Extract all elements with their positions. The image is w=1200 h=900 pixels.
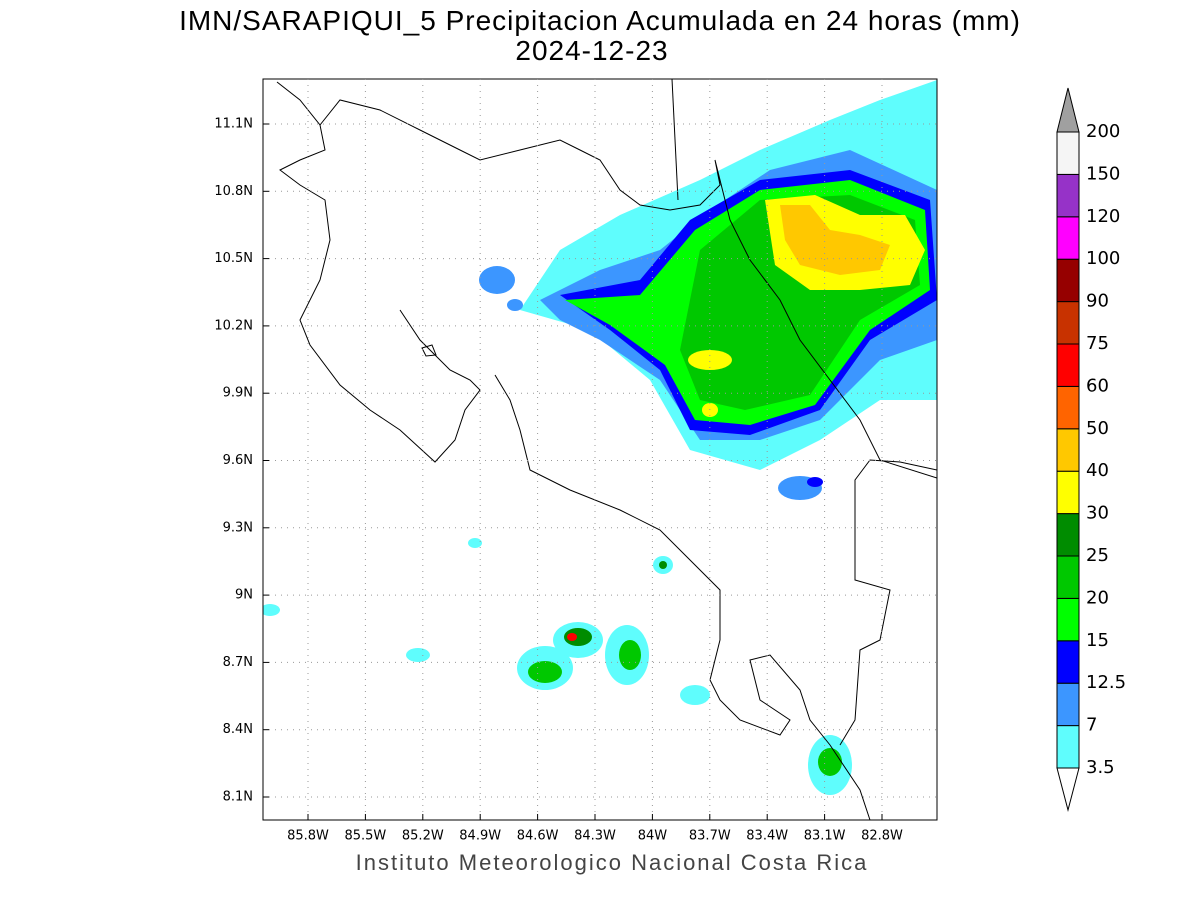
- lon-tick-label: 85.5W: [344, 829, 386, 844]
- lat-tick-label: 9.3N: [223, 520, 253, 535]
- lon-tick-label: 83.4W: [746, 829, 788, 844]
- colorbar-label: 25: [1086, 545, 1109, 566]
- colorbar-box: [1056, 640, 1080, 684]
- colorbar-box: [1056, 385, 1080, 430]
- colorbar-label: 90: [1086, 291, 1109, 312]
- lat-tick-label: 9N: [235, 588, 253, 603]
- colorbar-bottom-arrow: [1056, 767, 1080, 812]
- colorbar-label: 3.5: [1086, 757, 1115, 778]
- colorbar-top-arrow: [1056, 87, 1080, 133]
- colorbar-label: 20: [1086, 587, 1109, 608]
- colorbar-label: 50: [1086, 418, 1109, 439]
- colorbar-box: [1056, 513, 1080, 557]
- colorbar-label: 12.5: [1086, 672, 1126, 693]
- colorbar-box: [1056, 216, 1080, 260]
- lat-tick-label: 9.9N: [223, 386, 253, 401]
- lat-tick-label: 10.2N: [214, 318, 253, 333]
- colorbar-label: 120: [1086, 206, 1120, 227]
- colorbar-label: 30: [1086, 503, 1109, 524]
- colorbar-box: [1056, 597, 1080, 642]
- colorbar-label: 60: [1086, 375, 1109, 396]
- lat-tick-label: 8.7N: [223, 655, 253, 670]
- map-date: 2024-12-23: [515, 35, 668, 66]
- lon-tick-label: 85.8W: [287, 829, 329, 844]
- precip-field: [263, 80, 937, 795]
- lat-tick-label: 10.8N: [214, 184, 253, 199]
- lon-tick-label: 84.9W: [459, 829, 501, 844]
- colorbar-label: 100: [1086, 248, 1120, 269]
- colorbar-box: [1056, 258, 1080, 303]
- colorbar-box: [1056, 470, 1080, 515]
- colorbar-box: [1056, 173, 1080, 218]
- coastlines: [276, 79, 937, 820]
- lon-tick-label: 82.8W: [861, 829, 903, 844]
- lon-tick-label: 84.3W: [574, 829, 616, 844]
- colorbar-box: [1056, 428, 1080, 472]
- map-area: 11.1N 10.8N 10.5N 10.2N 9.9N 9.6N 9.3N 9N 8.7N 8.…: [214, 78, 938, 844]
- footer: Instituto Meteorologico Nacional Costa R…: [356, 850, 869, 875]
- lon-tick-label: 84.6W: [517, 829, 559, 844]
- map-frame: [262, 78, 938, 821]
- lat-tick-label: 9.6N: [223, 453, 253, 468]
- lon-tick-label: 83.7W: [689, 829, 731, 844]
- lat-tick-label: 11.1N: [214, 117, 253, 132]
- lon-tick-label: 85.2W: [402, 829, 444, 844]
- colorbar-label: 15: [1086, 630, 1109, 651]
- colorbar-box: [1056, 131, 1080, 175]
- colorbar-label: 7: [1086, 715, 1097, 736]
- colorbar-label: 200: [1086, 121, 1120, 142]
- lon-tick-label: 83.1W: [804, 829, 846, 844]
- lat-tick-label: 8.4N: [223, 722, 253, 737]
- colorbar-box: [1056, 343, 1080, 387]
- colorbar-label: 75: [1086, 333, 1109, 354]
- colorbar-box: [1056, 301, 1080, 345]
- colorbar-box: [1056, 682, 1080, 727]
- colorbar: 3.5 7 12.5 15 20 25 30 40 50 60 75 90 100 120 150 200: [1056, 87, 1126, 812]
- colorbar-label: 40: [1086, 460, 1109, 481]
- lat-tick-label: 10.5N: [214, 251, 253, 266]
- colorbar-label: 150: [1086, 163, 1120, 184]
- colorbar-box: [1056, 555, 1080, 599]
- map-title: IMN/SARAPIQUI_5 Precipitacion Acumulada …: [179, 5, 1021, 36]
- lat-tick-label: 8.1N: [223, 790, 253, 805]
- colorbar-box: [1056, 725, 1080, 769]
- lon-tick-label: 84W: [638, 829, 668, 844]
